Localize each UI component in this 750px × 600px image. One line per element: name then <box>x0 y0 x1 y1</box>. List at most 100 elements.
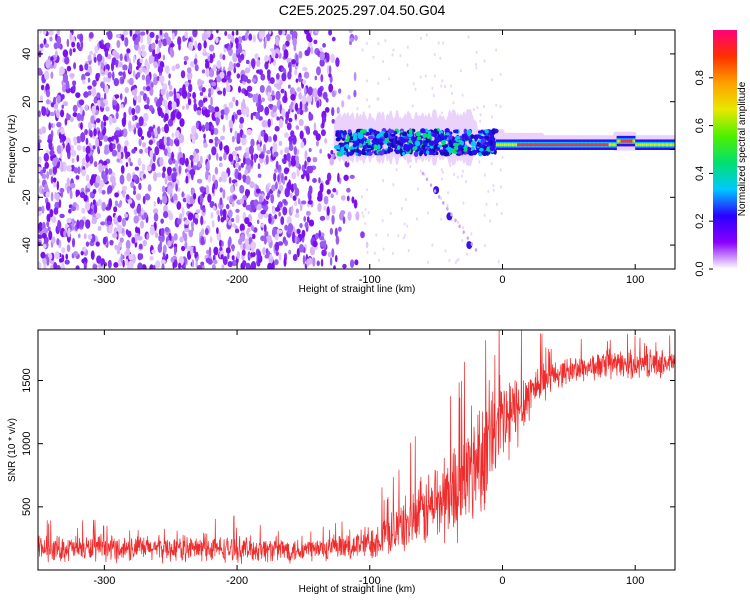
heatmap-cell <box>277 174 280 183</box>
heatmap-cell <box>395 168 398 172</box>
heatmap-cell <box>48 168 53 176</box>
heatmap-cell <box>361 148 366 153</box>
heatmap-cell <box>54 251 60 260</box>
heatmap-cell <box>66 217 72 224</box>
heatmap-cell <box>187 98 192 106</box>
heatmap-cell <box>351 196 355 204</box>
heatmap-cell <box>115 33 121 39</box>
heatmap-cell <box>242 243 246 251</box>
heatmap-cell <box>113 206 118 213</box>
heatmap-cell <box>333 144 340 150</box>
heatmap-cell <box>262 143 267 154</box>
heatmap-cell <box>444 128 450 134</box>
heatmap-cell <box>53 262 58 269</box>
heatmap-cell <box>392 140 397 146</box>
heatmap-cell <box>167 240 172 248</box>
heatmap-cell <box>170 256 175 263</box>
heatmap-cell <box>194 40 198 49</box>
heatmap-cell <box>588 143 591 147</box>
heatmap-cell <box>175 183 178 192</box>
heatmap-cell <box>324 138 328 144</box>
heatmap-cell <box>121 103 124 109</box>
heatmap-cell <box>122 64 128 71</box>
heatmap-cell <box>240 53 245 60</box>
heatmap-cell <box>263 41 267 49</box>
heatmap-cell <box>294 68 298 76</box>
heatmap-cell <box>479 113 482 117</box>
heatmap-cell <box>59 109 65 118</box>
heatmap-cell <box>45 191 50 198</box>
heatmap-cell <box>129 161 133 167</box>
heatmap-cell <box>218 162 223 168</box>
heatmap-cell <box>355 211 360 221</box>
heatmap-cell <box>98 132 104 141</box>
heatmap-cell <box>402 138 409 143</box>
heatmap-cell <box>75 92 81 99</box>
snr-x-ticks: -300 -200 -100 0 100 <box>93 330 644 587</box>
heatmap-cell <box>208 44 215 52</box>
heatmap-cell <box>364 221 367 226</box>
heatmap-cell <box>245 157 251 166</box>
heatmap-cell <box>41 74 45 79</box>
heatmap-cell <box>357 133 364 140</box>
heatmap-cell <box>277 229 283 234</box>
heatmap-cell <box>87 77 91 83</box>
heatmap-cell <box>628 139 631 143</box>
heatmap-cell <box>607 143 609 147</box>
heatmap-cell <box>433 189 437 193</box>
heatmap-cell <box>514 143 517 147</box>
heatmap-cell <box>316 260 320 267</box>
heatmap-cell <box>125 151 131 158</box>
heatmap-cell <box>101 201 106 212</box>
heatmap-cell <box>193 245 196 254</box>
heatmap-cell <box>466 236 469 240</box>
heatmap-cell <box>329 257 333 266</box>
heatmap-cell <box>128 120 132 129</box>
heatmap-cell <box>72 112 78 118</box>
heatmap-cell <box>432 93 435 98</box>
heatmap-cell <box>258 153 264 159</box>
heatmap-cell <box>131 237 136 244</box>
heatmap-cell <box>487 189 490 194</box>
heatmap-cell <box>186 250 192 260</box>
heatmap-cell <box>97 99 101 107</box>
heatmap-cell <box>317 87 323 97</box>
heatmap-cell <box>307 200 313 205</box>
heatmap-cell <box>584 143 587 147</box>
heatmap-cell <box>38 135 41 140</box>
heatmap-cell <box>128 106 132 116</box>
heatmap-cell <box>189 169 196 177</box>
heatmap-cell <box>89 130 93 138</box>
heatmap-cell <box>80 250 84 256</box>
heatmap-cell <box>636 143 639 147</box>
heatmap-cell <box>312 256 316 267</box>
heatmap-cell <box>141 163 146 172</box>
heatmap-cell <box>304 104 308 111</box>
heatmap-cell <box>522 143 524 147</box>
heatmap-cell <box>175 139 180 147</box>
heatmap-cell <box>158 235 162 242</box>
heatmap-cell <box>94 45 99 54</box>
heatmap-cell <box>83 233 87 240</box>
heatmap-cell <box>519 143 522 147</box>
y-tick-label: 20 <box>21 96 33 108</box>
heatmap-cell <box>386 142 392 146</box>
heatmap-cell <box>507 143 510 147</box>
heatmap-cell <box>307 86 313 96</box>
heatmap-cell <box>322 43 327 48</box>
heatmap-cell <box>297 76 302 83</box>
heatmap-cell <box>206 52 210 58</box>
heatmap-cell <box>511 143 514 147</box>
heatmap-cell <box>562 143 564 147</box>
heatmap-cell <box>151 42 156 50</box>
heatmap-cell <box>389 211 392 216</box>
heatmap-cell <box>246 85 253 92</box>
heatmap-cell <box>99 41 103 49</box>
heatmap-cell <box>134 87 138 95</box>
heatmap-cell <box>250 153 254 161</box>
heatmap-cell <box>316 100 320 108</box>
heatmap-cell <box>112 71 115 81</box>
heatmap-cell <box>558 143 560 147</box>
heatmap-cell <box>76 144 82 151</box>
